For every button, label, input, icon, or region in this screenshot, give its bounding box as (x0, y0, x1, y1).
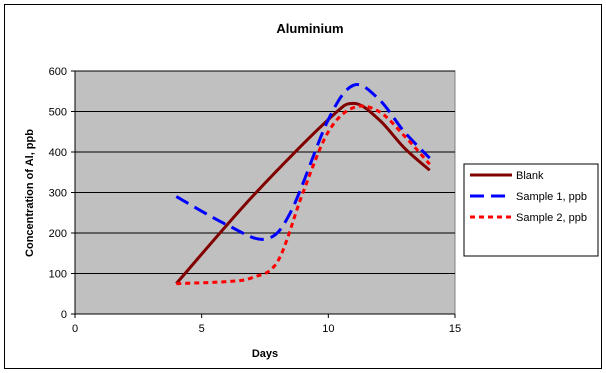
x-tick-label-1: 5 (199, 323, 205, 335)
y-axis-label: Concentration of Al, ppb (24, 129, 36, 257)
y-tick-label-0: 0 (61, 309, 67, 321)
y-tick-label-4: 400 (49, 147, 67, 159)
y-tick-label-6: 600 (49, 66, 67, 78)
x-tick-label-0: 0 (72, 323, 78, 335)
series-lines (175, 83, 431, 286)
chart-title: Aluminium (276, 21, 343, 36)
legend-box (463, 163, 599, 257)
x-axis-label: Days (252, 348, 278, 360)
x-tick-label-3: 15 (449, 323, 461, 335)
series-line-1 (175, 83, 431, 241)
grid-lines (75, 70, 455, 315)
tick-labels: 0 100 200 300 400 500 600 0 5 10 15 (49, 66, 461, 335)
axes (71, 70, 456, 318)
y-tick-label-3: 300 (49, 188, 67, 200)
y-tick-label-2: 200 (49, 228, 67, 240)
y-tick-label-5: 500 (49, 107, 67, 119)
series-line-2 (176, 104, 431, 286)
legend-label-0: Blank (516, 170, 544, 182)
x-tick-label-2: 10 (322, 323, 334, 335)
y-tick-label-1: 100 (49, 269, 67, 281)
legend: Blank Sample 1, ppb Sample 2, ppb (463, 163, 599, 257)
series-line-0 (175, 101, 431, 285)
legend-label-2: Sample 2, ppb (516, 212, 587, 224)
legend-label-1: Sample 1, ppb (516, 191, 587, 203)
